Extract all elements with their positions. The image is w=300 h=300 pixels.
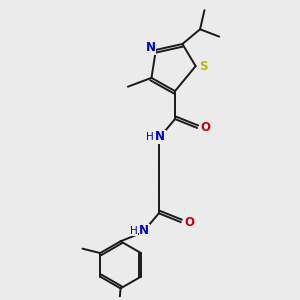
Text: N: N bbox=[146, 41, 156, 54]
Text: O: O bbox=[200, 122, 210, 134]
Text: H: H bbox=[146, 132, 154, 142]
Text: H: H bbox=[130, 226, 138, 236]
Text: O: O bbox=[184, 216, 194, 229]
Text: N: N bbox=[139, 224, 149, 238]
Text: S: S bbox=[199, 60, 207, 73]
Text: N: N bbox=[155, 130, 165, 143]
